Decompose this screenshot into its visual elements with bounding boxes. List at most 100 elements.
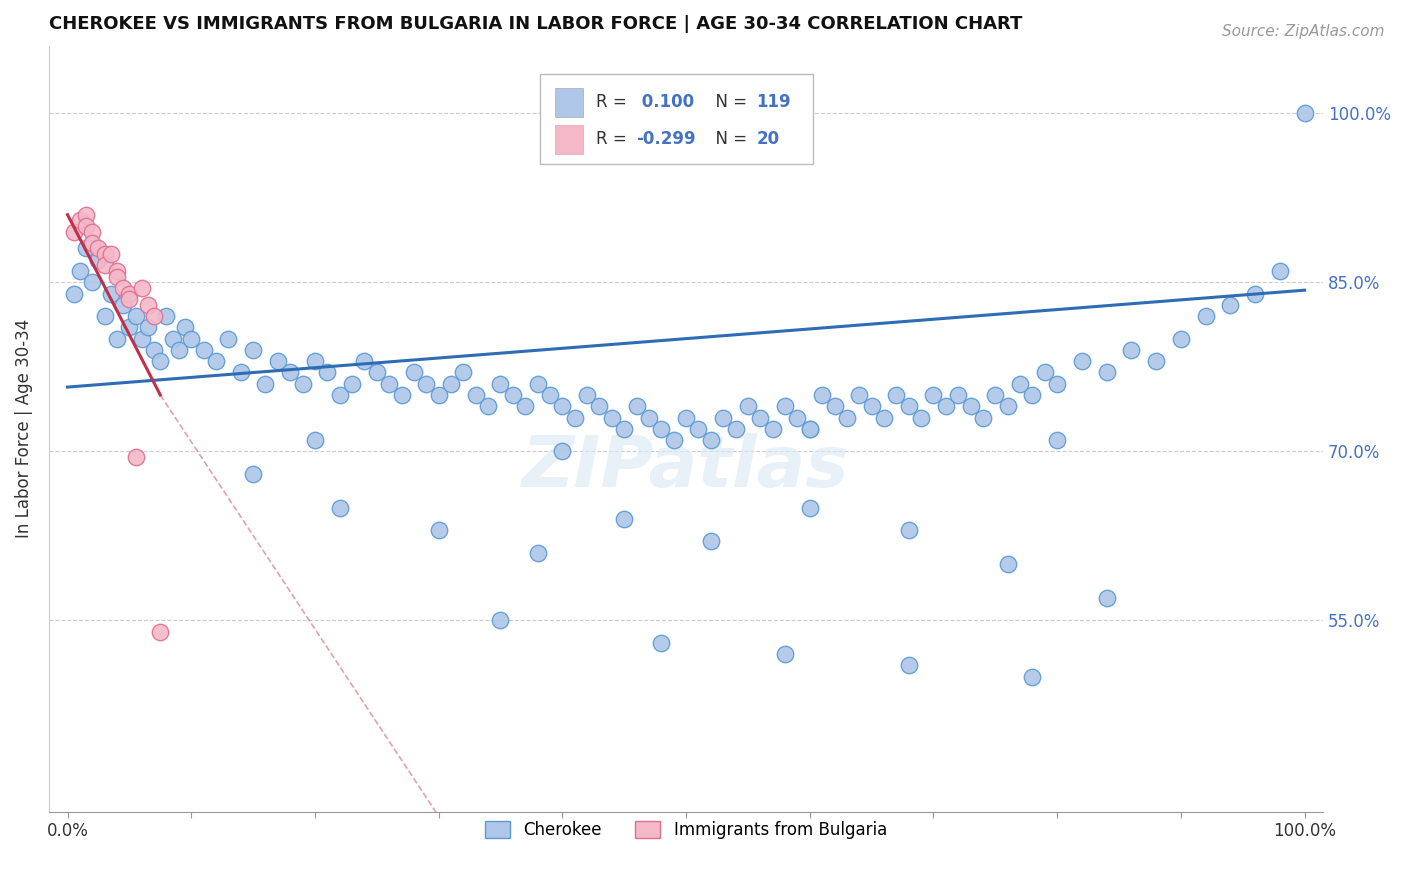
- Point: [174, 320, 197, 334]
- Point: [415, 376, 437, 391]
- Point: [304, 433, 326, 447]
- Point: [378, 376, 401, 391]
- Point: [62, 225, 84, 239]
- Point: [1010, 376, 1032, 391]
- Point: [229, 366, 252, 380]
- Point: [799, 422, 821, 436]
- Point: [588, 399, 610, 413]
- Point: [576, 388, 599, 402]
- Point: [112, 298, 135, 312]
- Point: [650, 636, 672, 650]
- Point: [143, 343, 166, 357]
- Point: [136, 298, 159, 312]
- Text: Source: ZipAtlas.com: Source: ZipAtlas.com: [1222, 24, 1385, 39]
- Point: [267, 354, 290, 368]
- Point: [910, 410, 932, 425]
- Point: [149, 624, 172, 639]
- Point: [291, 376, 314, 391]
- Point: [886, 388, 908, 402]
- Point: [427, 388, 450, 402]
- Text: R =: R =: [596, 130, 631, 148]
- Point: [366, 366, 388, 380]
- Point: [82, 275, 104, 289]
- Point: [897, 523, 920, 537]
- Point: [1046, 433, 1069, 447]
- Point: [1033, 366, 1056, 380]
- Point: [773, 647, 796, 661]
- Point: [613, 422, 636, 436]
- Text: CHEROKEE VS IMMIGRANTS FROM BULGARIA IN LABOR FORCE | AGE 30-34 CORRELATION CHAR: CHEROKEE VS IMMIGRANTS FROM BULGARIA IN …: [49, 15, 1022, 33]
- Point: [254, 376, 277, 391]
- Point: [329, 388, 352, 402]
- Point: [848, 388, 870, 402]
- Point: [737, 399, 759, 413]
- Point: [1294, 106, 1316, 120]
- Point: [162, 332, 184, 346]
- Point: [131, 281, 153, 295]
- Point: [1021, 388, 1043, 402]
- Point: [131, 332, 153, 346]
- Point: [564, 410, 586, 425]
- Point: [1021, 670, 1043, 684]
- Point: [100, 247, 122, 261]
- Point: [75, 219, 97, 233]
- Point: [724, 422, 747, 436]
- Legend: Cherokee, Immigrants from Bulgaria: Cherokee, Immigrants from Bulgaria: [478, 814, 894, 846]
- Point: [1219, 298, 1241, 312]
- Point: [675, 410, 697, 425]
- Point: [440, 376, 463, 391]
- Point: [613, 512, 636, 526]
- Point: [538, 388, 561, 402]
- Point: [984, 388, 1007, 402]
- Point: [402, 366, 425, 380]
- Point: [242, 467, 264, 481]
- Point: [749, 410, 772, 425]
- Point: [626, 399, 648, 413]
- Point: [118, 286, 141, 301]
- Point: [205, 354, 228, 368]
- Point: [453, 366, 475, 380]
- Point: [997, 557, 1019, 571]
- Point: [124, 450, 146, 464]
- Point: [87, 242, 110, 256]
- Point: [662, 433, 685, 447]
- Text: R =: R =: [596, 94, 631, 112]
- Point: [93, 247, 115, 261]
- Point: [1070, 354, 1092, 368]
- Point: [873, 410, 896, 425]
- Point: [711, 410, 734, 425]
- Point: [1268, 264, 1291, 278]
- Point: [105, 269, 128, 284]
- Point: [762, 422, 785, 436]
- Point: [112, 281, 135, 295]
- Point: [526, 376, 548, 391]
- Point: [1095, 591, 1118, 605]
- Text: N =: N =: [706, 130, 752, 148]
- Point: [118, 320, 141, 334]
- FancyBboxPatch shape: [555, 87, 583, 117]
- Point: [124, 309, 146, 323]
- Point: [167, 343, 190, 357]
- Point: [638, 410, 661, 425]
- Point: [860, 399, 883, 413]
- Point: [143, 309, 166, 323]
- Point: [997, 399, 1019, 413]
- FancyBboxPatch shape: [555, 125, 583, 153]
- Point: [897, 399, 920, 413]
- Text: ZIPatlas: ZIPatlas: [523, 433, 849, 501]
- Point: [811, 388, 834, 402]
- Point: [897, 658, 920, 673]
- Point: [700, 433, 723, 447]
- FancyBboxPatch shape: [540, 74, 814, 164]
- Point: [87, 252, 110, 267]
- Point: [193, 343, 215, 357]
- Point: [922, 388, 945, 402]
- Point: [650, 422, 672, 436]
- Point: [464, 388, 486, 402]
- Point: [526, 546, 548, 560]
- Point: [75, 242, 97, 256]
- Point: [948, 388, 970, 402]
- Y-axis label: In Labor Force | Age 30-34: In Labor Force | Age 30-34: [15, 319, 32, 539]
- Point: [82, 225, 104, 239]
- Point: [700, 534, 723, 549]
